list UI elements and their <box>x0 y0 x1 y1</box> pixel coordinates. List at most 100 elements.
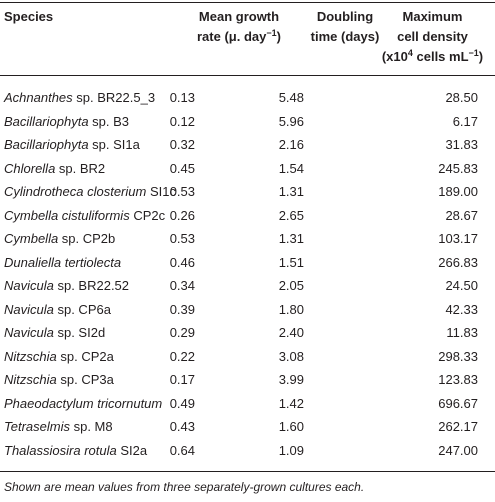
doubling-time-cell: 2.05 <box>278 278 304 293</box>
table-row: Navicula sp. CP6a 0.39 1.80 42.33 <box>0 298 495 321</box>
growth-rate-cell: 0.46 <box>169 254 195 270</box>
max-density-cell: 103.17 <box>438 231 478 246</box>
species-strain: sp. BR22.5_3 <box>72 90 156 105</box>
species-name-italic: Nitzschia <box>4 348 57 364</box>
species-strain: sp. SI2d <box>53 325 106 340</box>
species-name-italic: Navicula <box>4 278 54 293</box>
doubling-time-cell: 1.51 <box>278 254 304 270</box>
growth-rate-cell: 0.34 <box>169 278 195 293</box>
species-name-italic: Chlorella <box>4 160 56 176</box>
species-name-italic: Thalassiosira rotula <box>4 442 117 458</box>
table-row: Phaeodactylum tricornutum 0.49 1.42 696.67 <box>0 392 495 415</box>
growth-rate-cell: 0.49 <box>169 395 195 411</box>
species-name-italic: Cymbella <box>4 231 59 246</box>
doubling-time-cell: 1.80 <box>278 301 304 317</box>
table-row: Nitzschia sp. CP2a 0.22 3.08 298.33 <box>0 345 495 368</box>
species-cell: Phaeodactylum tricornutum <box>4 392 162 415</box>
growth-rate-cell: 0.17 <box>169 372 195 387</box>
species-name-italic: Cymbella cistuliformis <box>4 207 130 223</box>
growth-rate-cell: 0.43 <box>169 419 195 434</box>
table-row: Navicula sp. SI2d 0.29 2.40 11.83 <box>0 321 495 344</box>
table-row: Tetraselmis sp. M8 0.43 1.60 262.17 <box>0 415 495 438</box>
max-density-cell: 696.67 <box>438 395 478 411</box>
max-density-cell: 262.17 <box>438 419 478 434</box>
species-cell: Nitzschia sp. CP3a <box>4 368 114 391</box>
species-cell: Cylindrotheca closterium SI1c <box>4 180 176 203</box>
table-row: Bacillariophyta sp. B3 0.12 5.96 6.17 <box>0 110 495 133</box>
doubling-time-cell: 1.31 <box>278 231 304 246</box>
max-density-cell: 24.50 <box>445 278 478 293</box>
species-name-italic: Bacillariophyta <box>4 137 89 152</box>
header-growth-line1: Mean growth <box>198 9 280 24</box>
growth-rate-cell: 0.45 <box>169 160 195 176</box>
table-bottom-rule <box>0 471 495 472</box>
header-density-line1: Maximum <box>402 9 463 24</box>
table-footnote: Shown are mean values from three separat… <box>4 480 365 494</box>
growth-rate-cell: 0.29 <box>169 325 195 340</box>
species-strain: sp. BR22.52 <box>53 278 130 293</box>
species-name-italic: Dunaliella tertiolecta <box>4 254 122 270</box>
doubling-time-cell: 5.48 <box>278 90 304 105</box>
growth-rate-cell: 0.53 <box>169 184 195 199</box>
species-cell: Cymbella sp. CP2b <box>4 227 115 250</box>
species-cell: Thalassiosira rotula SI2a <box>4 439 147 462</box>
species-strain: sp. B3 <box>88 113 130 129</box>
table-row: Bacillariophyta sp. SI1a 0.32 2.16 31.83 <box>0 133 495 156</box>
species-cell: Bacillariophyta sp. B3 <box>4 110 129 133</box>
doubling-time-cell: 1.09 <box>278 442 304 458</box>
species-cell: Nitzschia sp. CP2a <box>4 345 114 368</box>
doubling-time-cell: 1.60 <box>278 419 304 434</box>
species-name-italic: Bacillariophyta <box>4 113 89 129</box>
header-doubling-line2: time (days) <box>310 29 380 44</box>
max-density-cell: 298.33 <box>438 348 478 364</box>
species-cell: Cymbella cistuliformis CP2c <box>4 204 165 227</box>
max-density-cell: 189.00 <box>438 184 478 199</box>
species-strain: sp. CP6a <box>53 301 111 317</box>
species-name-italic: Navicula <box>4 301 54 317</box>
growth-rate-cell: 0.22 <box>169 348 195 364</box>
doubling-time-cell: 1.54 <box>278 160 304 176</box>
growth-rate-cell: 0.53 <box>169 231 195 246</box>
doubling-time-cell: 5.96 <box>278 113 304 129</box>
species-cell: Navicula sp. BR22.52 <box>4 274 129 297</box>
doubling-time-cell: 2.16 <box>278 137 304 152</box>
species-strain: sp. M8 <box>69 419 113 434</box>
species-name-italic: Cylindrotheca closterium <box>4 184 147 199</box>
table-row: Dunaliella tertiolecta 0.46 1.51 266.83 <box>0 251 495 274</box>
species-name-italic: Navicula <box>4 325 54 340</box>
header-species: Species <box>4 9 54 24</box>
header-bottom-rule <box>0 75 495 76</box>
doubling-time-cell: 2.65 <box>278 207 304 223</box>
table-row: Cymbella cistuliformis CP2c 0.26 2.65 28.67 <box>0 204 495 227</box>
doubling-time-cell: 1.31 <box>278 184 304 199</box>
max-density-cell: 31.83 <box>445 137 478 152</box>
header-density-line2: cell density <box>397 29 468 44</box>
doubling-time-cell: 3.99 <box>278 372 304 387</box>
species-cell: Achnanthes sp. BR22.5_3 <box>4 86 155 109</box>
table-row: Achnanthes sp. BR22.5_3 0.13 5.48 28.50 <box>0 86 495 109</box>
header-max-density: Maximum cell density (x104 cells mL−1) <box>370 7 495 67</box>
doubling-time-cell: 2.40 <box>278 325 304 340</box>
species-strain: SI1c <box>146 184 176 199</box>
species-strain: sp. CP3a <box>56 372 114 387</box>
max-density-cell: 245.83 <box>438 160 478 176</box>
species-name-italic: Phaeodactylum tricornutum <box>4 395 163 411</box>
growth-rate-cell: 0.39 <box>169 301 195 317</box>
table-top-rule <box>0 2 495 3</box>
table-row: Navicula sp. BR22.52 0.34 2.05 24.50 <box>0 274 495 297</box>
species-cell: Tetraselmis sp. M8 <box>4 415 113 438</box>
max-density-cell: 28.67 <box>445 207 478 223</box>
doubling-time-cell: 1.42 <box>278 395 304 411</box>
table-row: Nitzschia sp. CP3a 0.17 3.99 123.83 <box>0 368 495 391</box>
species-strain: sp. BR2 <box>55 160 106 176</box>
species-strain: sp. CP2b <box>58 231 116 246</box>
table-row: Cylindrotheca closterium SI1c 0.53 1.31 189… <box>0 180 495 203</box>
max-density-cell: 123.83 <box>438 372 478 387</box>
growth-rate-cell: 0.64 <box>169 442 195 458</box>
species-strain: sp. CP2a <box>56 348 114 364</box>
max-density-cell: 266.83 <box>438 254 478 270</box>
species-cell: Navicula sp. SI2d <box>4 321 105 344</box>
max-density-cell: 28.50 <box>445 90 478 105</box>
header-doubling-time: Doubling time (days) <box>296 7 394 47</box>
species-name-italic: Nitzschia <box>4 372 57 387</box>
